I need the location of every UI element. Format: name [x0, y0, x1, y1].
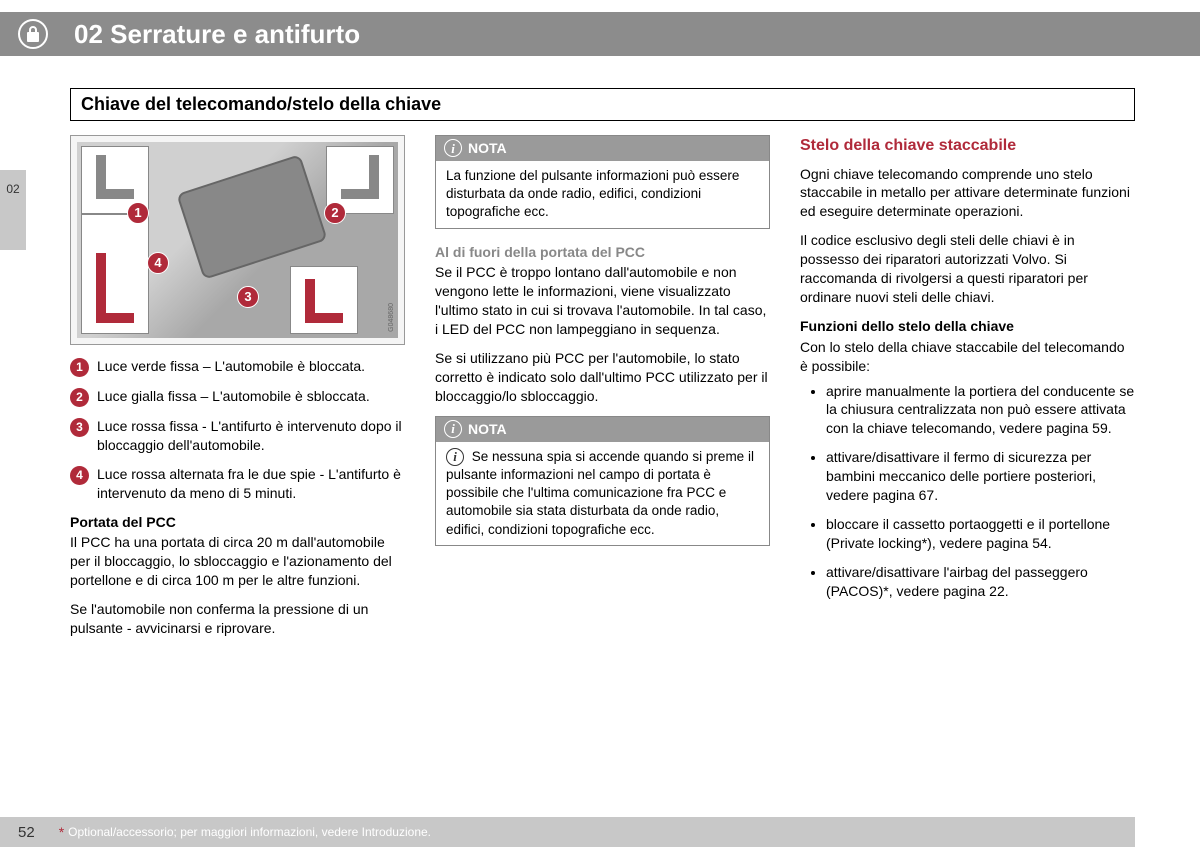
column-2: iNOTA La funzione del pulsante informazi… — [435, 135, 770, 797]
legend-num-3: 3 — [70, 418, 89, 437]
nota-2-head: i NOTA — [436, 417, 769, 442]
footer-text: Optional/accessorio; per maggiori inform… — [68, 825, 431, 839]
col1-p2: Se l'automobile non conferma la pression… — [70, 600, 405, 638]
col3-p2: Il codice esclusivo degli steli delle ch… — [800, 231, 1135, 307]
nota-1-head: i NOTA — [436, 136, 769, 161]
nota-2-body: i Se nessuna spia si accende quando si p… — [436, 442, 769, 545]
callout-1: 1 — [127, 202, 149, 224]
chapter-header: 02 Serrature e antifurto — [0, 12, 1200, 56]
legend-2: 2 Luce gialla fissa – L'automobile è sblo… — [70, 387, 405, 407]
bullet-4: attivare/disattivare l'airbag del passeg… — [826, 563, 1135, 601]
nota-1-body: La funzione del pulsante informazioni pu… — [436, 161, 769, 228]
figure: 1 2 3 4 G048680 — [70, 135, 405, 345]
nota-1-title: NOTA — [468, 139, 507, 158]
section-title: Chiave del telecomando/stelo della chiav… — [70, 88, 1135, 121]
callout-2: 2 — [324, 202, 346, 224]
indicator-br — [290, 266, 358, 334]
side-tab: 02 — [0, 170, 26, 250]
callout-3: 3 — [237, 286, 259, 308]
callout-4: 4 — [147, 252, 169, 274]
legend-text-4: Luce rossa alternata fra le due spie - L… — [97, 465, 405, 503]
nota-1: i NOTA La funzione del pulsante informazi… — [435, 135, 770, 229]
side-tab-label: 02 — [6, 182, 19, 196]
col2-p1: Se il PCC è troppo lontano dall'automobi… — [435, 263, 770, 339]
col3-h2: Funzioni dello stelo della chiave — [800, 317, 1135, 336]
lock-icon — [18, 19, 48, 49]
legend-1: 1 Luce verde fissa – L'automobile è blocc… — [70, 357, 405, 377]
legend-4: 4 Luce rossa alternata fra le due spie - … — [70, 465, 405, 503]
info-icon-inline: i — [446, 448, 464, 466]
column-1: 1 2 3 4 G048680 1 Luce verde fissa – L'au… — [70, 135, 405, 797]
col3-hred: Stelo della chiave staccabile — [800, 135, 1135, 157]
bullet-1: aprire manualmente la portiera del condu… — [826, 382, 1135, 439]
nota-2-title: NOTA — [468, 420, 507, 439]
col2-p2: Se si utilizzano più PCC per l'automobil… — [435, 349, 770, 406]
col3-p1: Ogni chiave telecomando comprende uno st… — [800, 165, 1135, 222]
column-3: Stelo della chiave staccabile Ogni chiav… — [800, 135, 1135, 797]
bullet-2: attivare/disattivare il fermo di sicurez… — [826, 448, 1135, 505]
legend-num-4: 4 — [70, 466, 89, 485]
info-icon: i — [444, 420, 462, 438]
info-icon: i — [444, 139, 462, 157]
col3-p3: Con lo stelo della chiave staccabile del… — [800, 338, 1135, 376]
col1-p1: Il PCC ha una portata di circa 20 m dall… — [70, 533, 405, 590]
nota-2-body-text: Se nessuna spia si accende quando si pre… — [446, 449, 754, 537]
indicator-bl — [81, 214, 149, 334]
bullet-3: bloccare il cassetto portaoggetti e il p… — [826, 515, 1135, 553]
legend-text-1: Luce verde fissa – L'automobile è blocca… — [97, 357, 365, 376]
legend-text-2: Luce gialla fissa – L'automobile è sbloc… — [97, 387, 370, 406]
section-title-text: Chiave del telecomando/stelo della chiav… — [81, 94, 441, 114]
footer-star: * — [59, 824, 64, 840]
legend-num-2: 2 — [70, 388, 89, 407]
legend-num-1: 1 — [70, 358, 89, 377]
chapter-title: 02 Serrature e antifurto — [74, 19, 360, 50]
key-fob — [176, 154, 327, 280]
footer: 52 * Optional/accessorio; per maggiori i… — [0, 817, 1135, 847]
content: 1 2 3 4 G048680 1 Luce verde fissa – L'au… — [70, 135, 1135, 797]
col3-bullets: aprire manualmente la portiera del condu… — [800, 382, 1135, 601]
image-code: G048680 — [387, 303, 396, 332]
legend-text-3: Luce rossa fissa - L'antifurto è interve… — [97, 417, 405, 455]
col2-hgray: Al di fuori della portata del PCC — [435, 243, 770, 262]
col1-h1: Portata del PCC — [70, 513, 405, 532]
page-number: 52 — [18, 824, 35, 841]
legend-3: 3 Luce rossa fissa - L'antifurto è interv… — [70, 417, 405, 455]
nota-2: iNOTA i Se nessuna spia si accende quand… — [435, 416, 770, 546]
figure-inner: 1 2 3 4 G048680 — [77, 142, 398, 338]
